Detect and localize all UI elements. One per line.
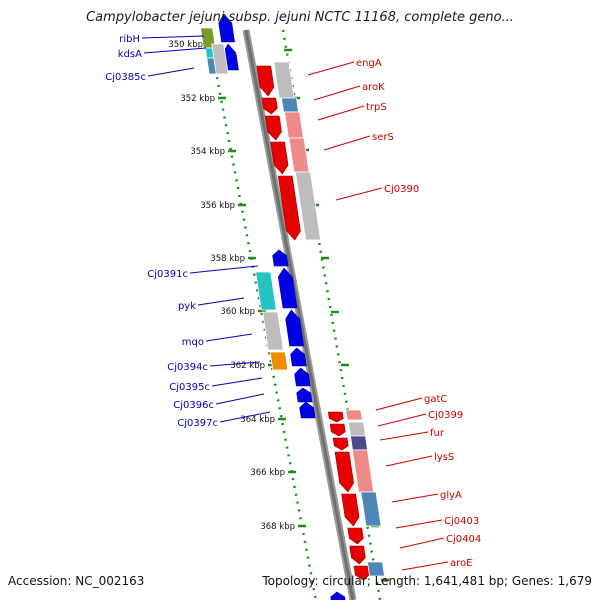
reverse-gene-arrow [272, 249, 289, 267]
reverse-gene-arrow [296, 387, 313, 403]
gene-label: Cj0394c [167, 362, 208, 373]
sequence-backbone-core [244, 29, 355, 600]
cog-category-box [366, 561, 386, 577]
gene-label: ribH [119, 34, 140, 45]
gene-label: fur [430, 428, 445, 439]
gene-label: Cj0399 [428, 410, 463, 421]
gene-label: Cj0403 [444, 516, 479, 527]
cog-category-box [262, 311, 284, 351]
forward-gene-arrow [329, 423, 346, 437]
gene-label-leader [141, 35, 205, 39]
forward-gene-arrow [353, 565, 370, 581]
gene-label-leader [143, 47, 207, 54]
cog-category-box [255, 271, 277, 311]
gene-label-leader [307, 61, 355, 76]
cog-category-box [273, 61, 295, 99]
gene-label: glyA [440, 490, 462, 501]
cog-category-box [360, 491, 382, 527]
gene-label: Cj0385c [105, 72, 146, 83]
cog-category-box [294, 171, 322, 241]
gene-label: lysS [434, 452, 454, 463]
gene-label-leader [317, 105, 365, 121]
cog-category-box [351, 449, 375, 493]
gene-label: engA [356, 58, 382, 69]
forward-gene-arrow [332, 437, 349, 451]
cog-category-box [280, 97, 300, 113]
reverse-gene-arrow [294, 367, 311, 387]
kbp-tick-label: 362 kbp [230, 361, 265, 371]
forward-gene-arrow [327, 411, 344, 423]
forward-gene-arrow [264, 115, 282, 141]
cog-category-box [269, 351, 289, 371]
reverse-gene-arrow [299, 401, 316, 419]
forward-gene-arrow [341, 493, 360, 527]
kbp-tick-label: 360 kbp [220, 307, 255, 317]
gene-label-leader [375, 397, 423, 411]
gene-label-leader [399, 537, 445, 549]
kbp-tick-label: 352 kbp [180, 94, 215, 104]
cog-category-box [211, 43, 229, 75]
kbp-tick-label: 354 kbp [190, 147, 225, 157]
gene-label-leader [391, 493, 439, 503]
gene-label-leader [379, 431, 429, 441]
kbp-tick-label: 366 kbp [250, 468, 285, 478]
gene-label-leader [205, 333, 253, 342]
kbp-tick-label: 350 kbp [168, 40, 203, 50]
genome-title: Campylobacter jejuni subsp. jejuni NCTC … [86, 10, 514, 25]
gene-label-leader [401, 561, 449, 571]
gene-label: Cj0390 [384, 184, 419, 195]
gene-label: Cj0395c [169, 382, 210, 393]
gene-label: aroE [450, 558, 472, 569]
gene-label: Cj0404 [446, 534, 481, 545]
kbp-tick-label: 356 kbp [200, 201, 235, 211]
gene-label: Cj0391c [147, 269, 188, 280]
reverse-gene-arrow [278, 267, 298, 309]
gene-label: mqo [182, 337, 204, 348]
forward-gene-arrow [256, 65, 275, 97]
tick-guide-line [206, 29, 318, 600]
cog-category-box [347, 421, 367, 437]
gene-label: Cj0396c [173, 400, 214, 411]
gene-label-leader [323, 135, 371, 151]
gene-label-leader [335, 187, 383, 201]
gene-label-leader [385, 455, 433, 467]
cog-category-box [345, 409, 363, 421]
gene-label-leader [377, 413, 427, 427]
cog-category-box [349, 435, 369, 451]
gene-label: kdsA [118, 49, 142, 60]
gene-label-leader [209, 361, 261, 367]
gene-label: aroK [362, 82, 385, 93]
forward-gene-arrow [334, 451, 354, 493]
gene-label-leader [211, 377, 263, 387]
cog-category-box [284, 111, 304, 139]
accession-label: Accession: NC_002163 [8, 574, 145, 588]
gene-label: gatC [424, 394, 447, 405]
cog-category-box [288, 137, 310, 173]
forward-gene-arrow [270, 141, 289, 175]
gene-label: pyk [178, 301, 196, 312]
gene-label-leader [219, 411, 271, 423]
topology-label: Topology: circular; Length: 1,641,481 bp… [262, 574, 592, 588]
forward-gene-arrow [349, 545, 366, 565]
reverse-gene-arrow [330, 591, 347, 600]
kbp-tick-label: 368 kbp [260, 522, 295, 532]
gene-label-leader [147, 67, 195, 77]
gene-label-leader [215, 393, 265, 405]
gene-label: trpS [366, 102, 387, 113]
gene-label-leader [189, 265, 259, 274]
reverse-gene-arrow [285, 309, 305, 347]
gene-label-leader [313, 85, 361, 101]
forward-gene-arrow [261, 97, 278, 115]
kbp-tick-label: 358 kbp [210, 254, 245, 264]
reverse-gene-arrow [218, 13, 235, 43]
forward-gene-arrow [277, 175, 301, 241]
forward-gene-arrow [347, 527, 364, 545]
gene-label-leader [395, 519, 443, 529]
reverse-gene-arrow [290, 347, 307, 367]
gene-label: serS [372, 132, 394, 143]
gene-label-leader [197, 297, 245, 306]
gene-label: Cj0397c [177, 418, 218, 429]
kbp-tick-label: 364 kbp [240, 415, 275, 425]
